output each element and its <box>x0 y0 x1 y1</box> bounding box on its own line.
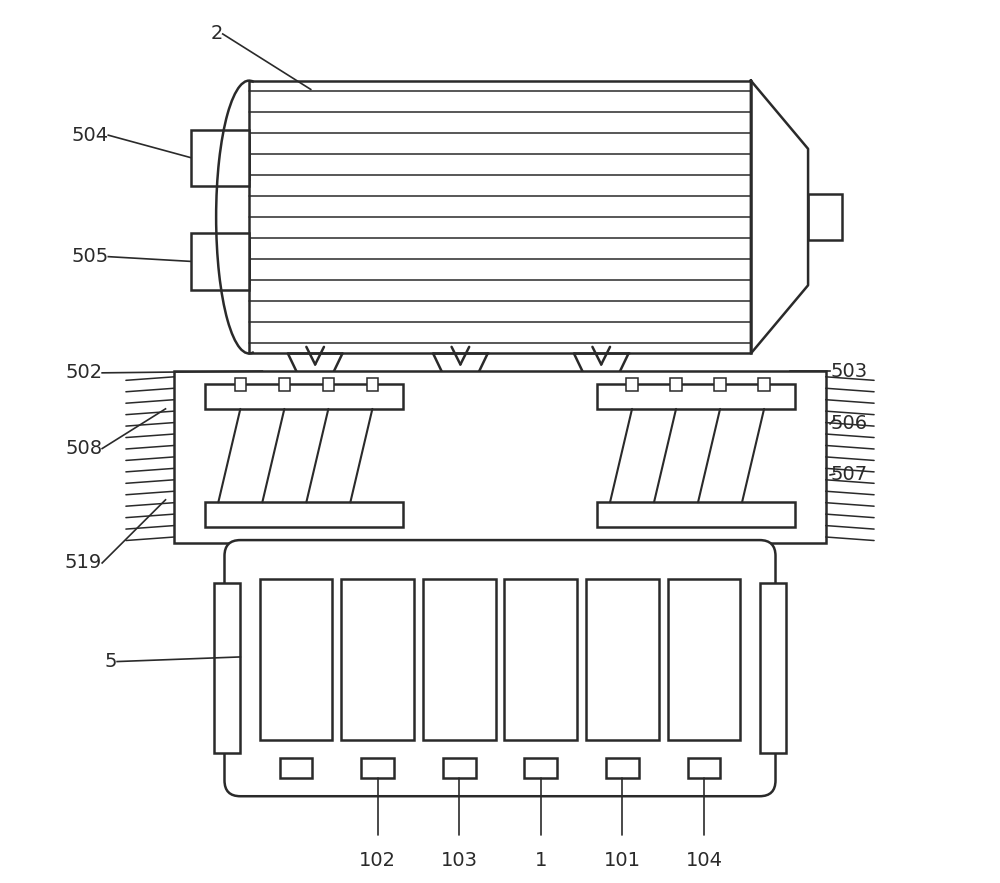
Bar <box>341 578 414 740</box>
Text: 506: 506 <box>830 414 867 434</box>
Text: 101: 101 <box>604 851 641 870</box>
Text: 1: 1 <box>535 851 547 870</box>
Text: 103: 103 <box>441 851 478 870</box>
Bar <box>668 578 740 740</box>
Bar <box>597 502 795 527</box>
Bar <box>423 578 496 740</box>
Bar <box>214 583 240 753</box>
Text: 519: 519 <box>65 554 102 572</box>
Text: 503: 503 <box>830 361 867 381</box>
Bar <box>367 378 378 391</box>
Text: 102: 102 <box>359 851 396 870</box>
Bar <box>207 240 249 283</box>
Bar <box>670 378 682 391</box>
Bar <box>280 758 312 778</box>
Bar <box>758 378 770 391</box>
FancyBboxPatch shape <box>224 540 776 796</box>
Bar <box>443 758 476 778</box>
Bar <box>524 758 557 778</box>
Bar <box>760 583 786 753</box>
Bar <box>191 233 249 290</box>
Bar <box>808 194 842 240</box>
Bar <box>714 378 726 391</box>
Bar <box>235 378 246 391</box>
Text: 502: 502 <box>65 363 102 382</box>
Bar <box>279 378 290 391</box>
Text: 5: 5 <box>105 652 117 671</box>
Text: 507: 507 <box>830 465 867 485</box>
Bar <box>249 80 751 353</box>
Bar <box>586 578 659 740</box>
Bar <box>626 378 638 391</box>
Text: 508: 508 <box>65 439 102 458</box>
Bar <box>323 378 334 391</box>
Bar <box>260 578 332 740</box>
Bar <box>688 758 720 778</box>
Bar <box>207 137 249 179</box>
Text: 505: 505 <box>71 247 108 266</box>
Bar <box>174 371 826 543</box>
Text: 504: 504 <box>71 125 108 145</box>
Bar <box>205 384 403 409</box>
Text: 104: 104 <box>685 851 722 870</box>
Bar <box>597 384 795 409</box>
Bar <box>606 758 639 778</box>
Bar <box>504 578 577 740</box>
Text: 2: 2 <box>210 25 223 43</box>
Bar <box>361 758 394 778</box>
Bar <box>205 502 403 527</box>
Bar <box>191 130 249 186</box>
